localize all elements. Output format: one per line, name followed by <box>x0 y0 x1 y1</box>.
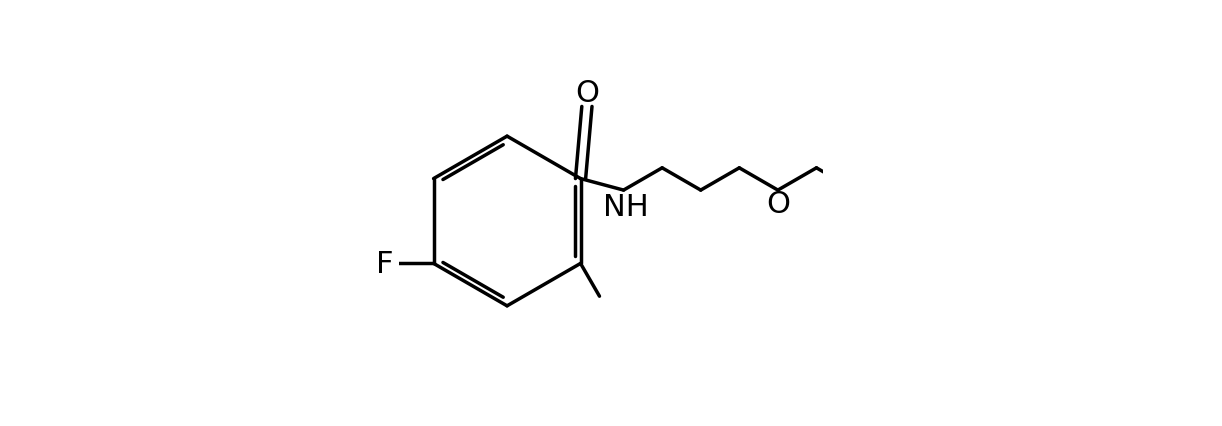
Text: O: O <box>574 79 599 108</box>
Text: O: O <box>766 190 789 219</box>
Text: NH: NH <box>602 192 649 221</box>
Text: F: F <box>376 249 393 278</box>
